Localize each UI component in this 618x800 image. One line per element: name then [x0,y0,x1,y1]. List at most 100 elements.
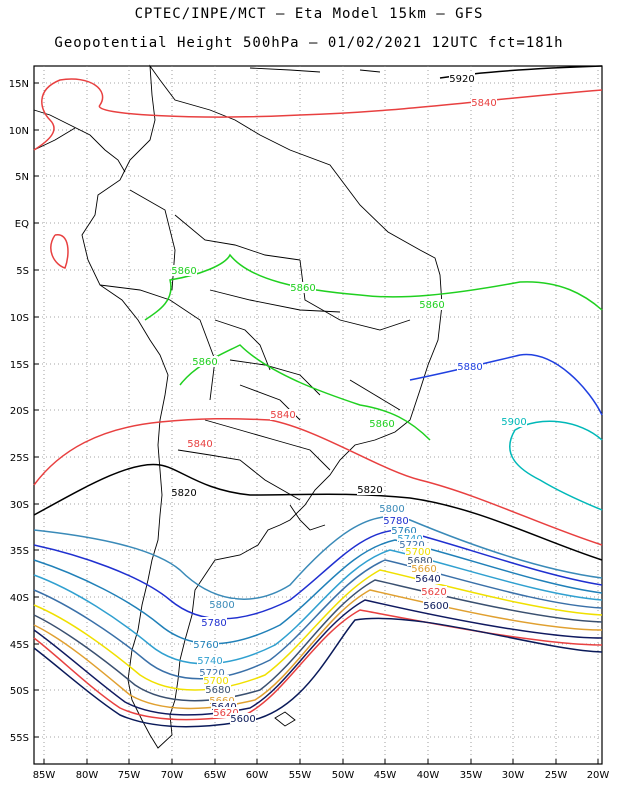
contour-label: 5620 [213,708,238,719]
contour-label-bg [171,487,197,498]
contour-label: 5840 [471,98,496,109]
contour-label: 5820 [171,488,196,499]
contour-5780 [33,529,603,620]
lat-label: 5N [15,172,29,183]
contour-label: 5800 [379,504,404,515]
contour-label: 5840 [187,439,212,450]
lat-label: 10N [9,126,29,137]
contour-label: 5640 [415,574,440,585]
contour-label-bg [369,418,395,429]
lat-label: 20S [10,406,29,417]
contour-label-bg [411,563,437,574]
lat-label: 10S [10,313,29,324]
lon-label: 70W [161,770,184,781]
lat-label: 30S [10,500,29,511]
contour-label: 5900 [501,417,526,428]
contour-label-bg [457,361,483,372]
lon-label: 65W [204,770,227,781]
contour-label-bg [405,546,431,557]
contour-5840 [33,417,603,546]
contour-label-bg [199,667,225,678]
contour-label-bg [501,416,527,427]
lon-label: 45W [374,770,397,781]
contour-label: 5920 [449,74,474,85]
contour-5840-north [33,78,603,151]
contour-label: 5700 [203,676,228,687]
contour-label-bg [171,265,197,276]
contour-5660 [33,589,603,710]
contour-label: 5700 [405,547,430,558]
axis-ticks [34,82,599,764]
map-title: CPTEC/INPE/MCT – Eta Model 15km – GFS [134,6,484,22]
lat-label: 40S [10,593,29,604]
contour-label: 5760 [193,640,218,651]
contour-label-bg [192,356,218,367]
contour-5640 [33,599,603,716]
contour-5800 [33,515,603,600]
lon-label: 30W [502,770,525,781]
contour-label-bg [397,533,423,544]
contour-label-bg [230,713,256,724]
contour-label: 5720 [199,668,224,679]
lat-label: 15N [9,79,29,90]
contour-label-bg [357,484,383,495]
contour-label: 5660 [411,564,436,575]
contour-label: 5680 [205,685,230,696]
contour-label-bg [419,299,445,310]
lat-label: 5S [16,266,29,277]
lon-label: 85W [33,770,56,781]
lat-label: EQ [15,219,29,230]
contour-label: 5860 [290,283,315,294]
contour-label: 5600 [423,601,448,612]
contour-label-bg [187,438,213,449]
lon-label: 55W [289,770,312,781]
contour-label-bg [270,409,296,420]
lat-label: 55S [10,733,29,744]
lon-label: 60W [246,770,269,781]
contour-label-bg [471,97,497,108]
contour-label-bg [209,695,235,706]
contour-label-bg [379,503,405,514]
contour-label: 5740 [197,656,222,667]
contour-label-bg [201,617,227,628]
contour-label: 5860 [419,300,444,311]
contour-label: 5800 [209,600,234,611]
contour-label: 5880 [457,362,482,373]
contour-label: 5680 [407,556,432,567]
contour-label: 5620 [421,587,446,598]
lon-label: 20W [587,770,610,781]
lon-label: 40W [417,770,440,781]
contour-label-bg [449,73,475,84]
lon-label: 35W [460,770,483,781]
lon-label: 75W [118,770,141,781]
contour-label: 5720 [399,540,424,551]
lon-label: 50W [332,770,355,781]
contour-label-bg [391,525,417,536]
map-subtitle: Geopotential Height 500hPa – 01/02/2021 … [54,35,564,51]
contour-label: 5860 [192,357,217,368]
contour-label-bg [399,539,425,550]
contour-label: 5780 [201,618,226,629]
lon-label: 80W [76,770,99,781]
contour-5820 [33,463,603,561]
contour-5740 [33,549,603,665]
latitude-labels: 15N 10N 5N EQ 5S 10S 15S 20S 25S 30S 35S 40S 45S 50S 5… [9,79,29,744]
contour-5720 [33,559,603,680]
lat-label: 15S [10,360,29,371]
contour-label: 5600 [230,714,255,725]
contour-5680 [33,579,603,702]
lat-label: 45S [10,640,29,651]
contour-5700 [33,569,603,691]
contour-label: 5860 [171,266,196,277]
contour-5840-loop [50,234,69,269]
contour-label: 5840 [270,410,295,421]
contour-label-bg [407,555,433,566]
contour-label-bg [415,573,441,584]
contour-5760 [33,539,603,645]
contour-label-bg [290,282,316,293]
contour-label-bg [193,639,219,650]
lat-label: 35S [10,546,29,557]
contour-5900 [509,420,603,511]
contour-label-bg [383,515,409,526]
